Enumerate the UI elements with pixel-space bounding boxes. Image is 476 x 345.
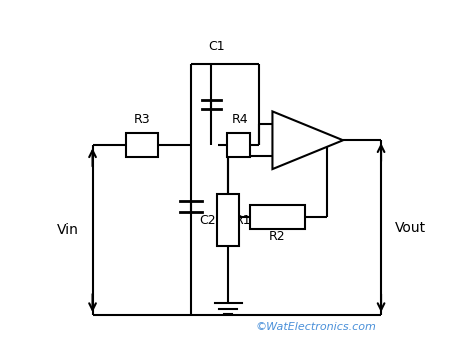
Text: Vout: Vout [394,221,425,235]
Polygon shape [272,111,342,169]
Text: R1: R1 [235,214,251,227]
Text: R3: R3 [133,114,150,126]
Text: −: − [275,145,286,158]
Bar [126,134,157,157]
Text: ©WatElectronics.com: ©WatElectronics.com [255,322,376,332]
Text: Vin: Vin [57,223,79,237]
Bar [250,205,304,228]
Text: +: + [275,122,286,135]
Bar [217,194,239,246]
Text: C1: C1 [208,40,224,53]
Bar [227,134,249,157]
Text: R4: R4 [231,114,248,126]
Text: R2: R2 [268,230,285,244]
Text: C2: C2 [199,214,216,227]
